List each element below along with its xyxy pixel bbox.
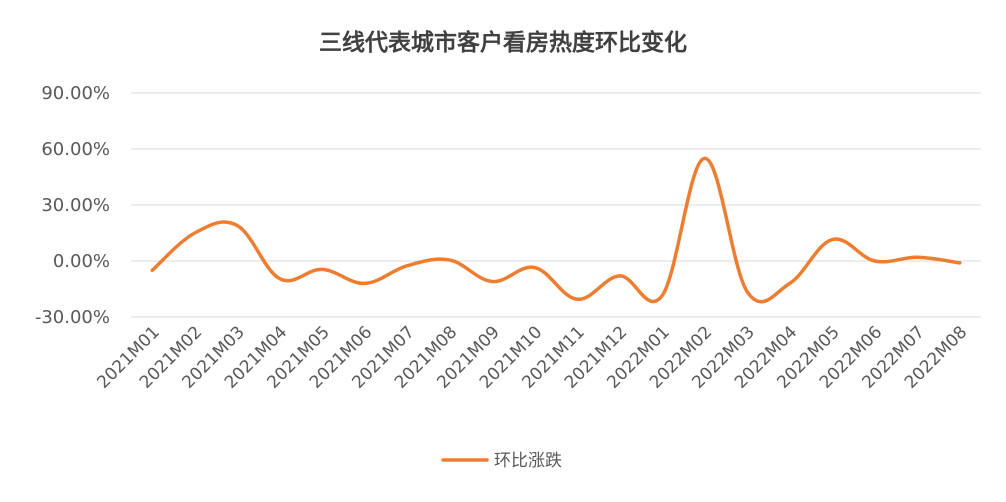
series-lines [150, 156, 962, 304]
legend: 环比涨跌 [441, 451, 562, 471]
y-tick-label: -30.00% [35, 307, 110, 328]
legend-label: 环比涨跌 [494, 451, 562, 471]
y-tick-label: 90.00% [41, 83, 110, 104]
x-axis-ticks: 2021M012021M022021M032021M042021M052021M… [93, 322, 971, 392]
chart-title: 三线代表城市客户看房热度环比变化 [319, 29, 687, 56]
y-tick-label: 60.00% [41, 139, 110, 160]
grid-lines [131, 92, 981, 318]
y-axis-ticks: 90.00% 60.00% 30.00% 0.00% -30.00% [35, 83, 110, 328]
y-tick-label: 0.00% [53, 251, 110, 272]
series-line [150, 156, 962, 304]
y-tick-label: 30.00% [41, 195, 110, 216]
